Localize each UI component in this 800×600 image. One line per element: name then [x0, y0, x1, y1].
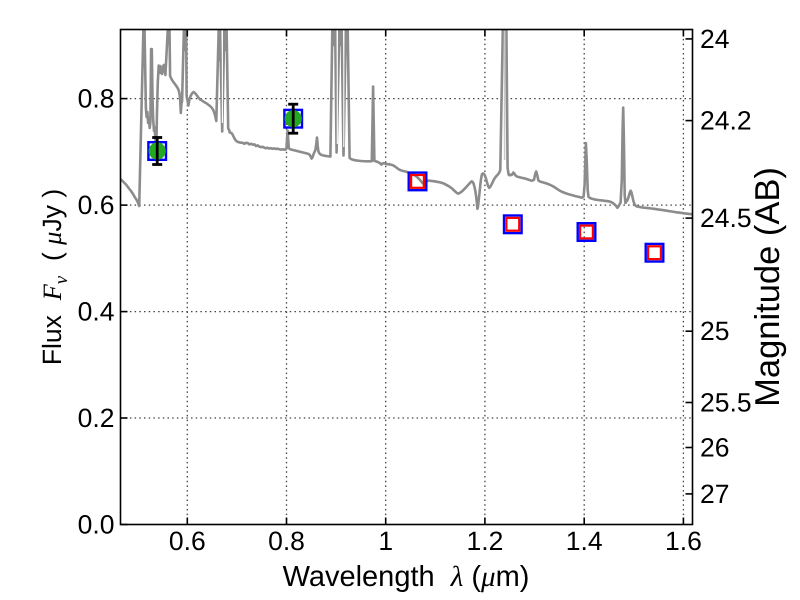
- svg-text:1: 1: [378, 526, 393, 556]
- svg-text:0.8: 0.8: [268, 526, 305, 556]
- svg-text:25: 25: [700, 316, 729, 346]
- svg-text:25.5: 25.5: [700, 388, 752, 418]
- svg-text:Flux Fν ( μJy ): Flux Fν ( μJy ): [37, 189, 72, 365]
- svg-text:27: 27: [700, 479, 729, 509]
- svg-text:Magnitude (AB): Magnitude (AB): [749, 167, 787, 407]
- svg-text:26: 26: [700, 433, 729, 463]
- svg-text:24.2: 24.2: [700, 106, 752, 136]
- svg-text:0.0: 0.0: [78, 510, 115, 540]
- svg-text:1.2: 1.2: [466, 526, 503, 556]
- svg-text:1.4: 1.4: [566, 526, 603, 556]
- svg-text:24: 24: [700, 24, 729, 54]
- svg-text:24.5: 24.5: [700, 203, 752, 233]
- svg-text:Wavelength λ (μm): Wavelength λ (μm): [283, 561, 530, 593]
- svg-text:0.6: 0.6: [78, 190, 115, 220]
- svg-text:1.6: 1.6: [665, 526, 702, 556]
- svg-text:0.4: 0.4: [78, 297, 115, 327]
- svg-text:0.2: 0.2: [78, 403, 115, 433]
- svg-text:0.8: 0.8: [78, 84, 115, 114]
- svg-text:0.6: 0.6: [169, 526, 206, 556]
